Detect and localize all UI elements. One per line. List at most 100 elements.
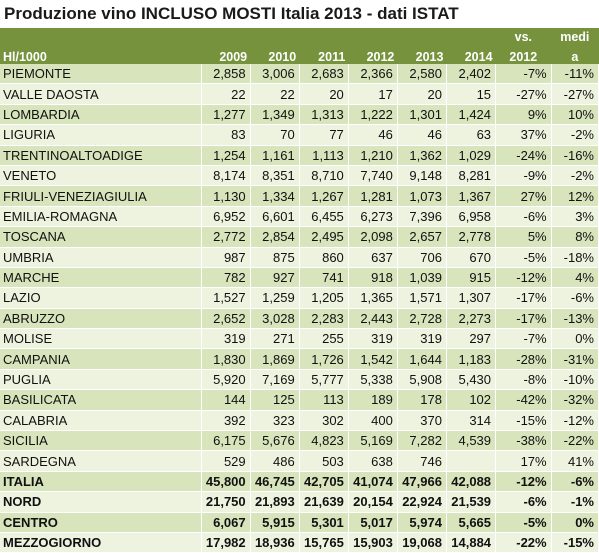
region-name-cell: VALLE DAOSTA <box>0 83 202 105</box>
region-row: SARDEGNA 529 486 503 638 746 17% 41% <box>0 450 599 472</box>
media-header-bottom: a <box>551 44 599 64</box>
value-cell: 3,028 <box>250 308 300 330</box>
value-cell: 22 <box>250 83 300 105</box>
media-cell: 10% <box>551 104 599 126</box>
table-title: Produzione vino INCLUSO MOSTI Italia 201… <box>4 4 459 23</box>
region-row: LAZIO 1,527 1,259 1,205 1,365 1,571 1,307 -17% -… <box>0 287 599 309</box>
value-cell: 21,750 <box>201 491 251 513</box>
value-cell: 14,884 <box>446 532 497 553</box>
value-cell: 1,726 <box>299 348 349 370</box>
region-row: CALABRIA 392 323 302 400 370 314 -15% -12% <box>0 410 599 432</box>
value-cell: 125 <box>250 389 300 411</box>
value-cell: 1,267 <box>299 185 349 207</box>
value-cell: 19,068 <box>397 532 447 553</box>
value-cell: 741 <box>299 267 349 289</box>
media-cell: 4% <box>551 267 599 289</box>
media-cell: -12% <box>551 410 599 432</box>
value-cell: 297 <box>446 328 497 350</box>
media-cell: -13% <box>551 308 599 330</box>
value-cell: 1,644 <box>397 348 447 370</box>
value-cell: 1,301 <box>397 104 447 126</box>
value-cell: 1,571 <box>397 287 447 309</box>
value-cell: 706 <box>397 247 447 268</box>
value-cell: 8,174 <box>201 165 251 187</box>
value-cell: 83 <box>201 124 251 146</box>
region-name-cell: MOLISE <box>0 328 202 350</box>
value-cell: 45,800 <box>201 471 251 493</box>
value-cell: 9,148 <box>397 165 447 187</box>
vs-2012-cell: -6% <box>495 206 552 228</box>
media-cell: 8% <box>551 226 599 248</box>
value-cell: 670 <box>446 247 497 268</box>
value-cell: 5,430 <box>446 369 497 391</box>
value-cell: 1,334 <box>250 185 300 207</box>
vs-2012-cell: 17% <box>495 450 552 472</box>
value-cell: 22,924 <box>397 491 447 513</box>
region-name-cell: LIGURIA <box>0 124 202 146</box>
region-row: LOMBARDIA 1,277 1,349 1,313 1,222 1,301 1,424 9… <box>0 104 599 126</box>
value-cell: 6,175 <box>201 430 251 452</box>
value-cell: 1,869 <box>250 348 300 370</box>
media-cell: -22% <box>551 430 599 452</box>
region-name-cell: SICILIA <box>0 430 202 452</box>
vs-2012-cell: -8% <box>495 369 552 391</box>
vs-2012-cell: 37% <box>495 124 552 146</box>
value-cell: 638 <box>348 450 398 472</box>
media-cell: 0% <box>551 328 599 350</box>
region-row: LIGURIA 83 70 77 46 46 63 37% -2% <box>0 124 599 146</box>
value-cell: 782 <box>201 267 251 289</box>
media-cell: -2% <box>551 124 599 146</box>
vs-2012-cell: -12% <box>495 471 552 493</box>
region-row: VENETO 8,174 8,351 8,710 7,740 9,148 8,281 -9% -… <box>0 165 599 187</box>
value-cell <box>446 450 497 472</box>
value-cell: 63 <box>446 124 497 146</box>
value-cell: 6,067 <box>201 512 251 533</box>
media-cell: 12% <box>551 185 599 207</box>
value-cell: 915 <box>446 267 497 289</box>
value-cell: 6,455 <box>299 206 349 228</box>
value-cell: 21,893 <box>250 491 300 513</box>
region-name-cell: LOMBARDIA <box>0 104 202 126</box>
value-cell: 47,966 <box>397 471 447 493</box>
region-name-cell: BASILICATA <box>0 389 202 411</box>
value-cell: 6,958 <box>446 206 497 228</box>
value-cell: 2,683 <box>299 64 349 85</box>
value-cell: 5,665 <box>446 512 497 533</box>
value-cell: 1,029 <box>446 145 497 166</box>
value-cell: 70 <box>250 124 300 146</box>
value-cell: 1,830 <box>201 348 251 370</box>
total-row: MEZZOGIORNO 17,982 18,936 15,765 15,903 19,06… <box>0 532 599 553</box>
value-cell: 1,277 <box>201 104 251 126</box>
value-cell: 319 <box>348 328 398 350</box>
value-cell: 7,282 <box>397 430 447 452</box>
table-body: PIEMONTE 2,858 3,006 2,683 2,366 2,580 2,402 -7… <box>0 64 599 553</box>
value-cell: 2,772 <box>201 226 251 248</box>
value-cell: 2,273 <box>446 308 497 330</box>
vs-2012-cell: 27% <box>495 185 552 207</box>
value-cell: 5,017 <box>348 512 398 533</box>
total-row: ITALIA 45,800 46,745 42,705 41,074 47,966 42,0… <box>0 471 599 493</box>
region-row: FRIULI-VENEZIAGIULIA 1,130 1,334 1,267 1,281… <box>0 185 599 207</box>
region-row: MARCHE 782 927 741 918 1,039 915 -12% 4% <box>0 267 599 289</box>
value-cell: 1,205 <box>299 287 349 309</box>
value-cell: 17,982 <box>201 532 251 553</box>
value-cell: 18,936 <box>250 532 300 553</box>
value-cell: 102 <box>446 389 497 411</box>
region-name-cell: MARCHE <box>0 267 202 289</box>
value-cell: 860 <box>299 247 349 268</box>
media-cell: -6% <box>551 471 599 493</box>
media-cell: -27% <box>551 83 599 105</box>
region-row: MOLISE 319 271 255 319 319 297 -7% 0% <box>0 328 599 350</box>
value-cell: 302 <box>299 410 349 432</box>
media-cell: -2% <box>551 165 599 187</box>
year-header: 2010 <box>250 44 300 64</box>
media-cell: 41% <box>551 450 599 472</box>
value-cell: 2,854 <box>250 226 300 248</box>
value-cell: 2,858 <box>201 64 251 85</box>
value-cell: 42,705 <box>299 471 349 493</box>
value-cell: 2,402 <box>446 64 497 85</box>
year-header: 2012 <box>348 44 398 64</box>
media-cell: -15% <box>551 532 599 553</box>
value-cell: 46 <box>397 124 447 146</box>
value-cell: 323 <box>250 410 300 432</box>
